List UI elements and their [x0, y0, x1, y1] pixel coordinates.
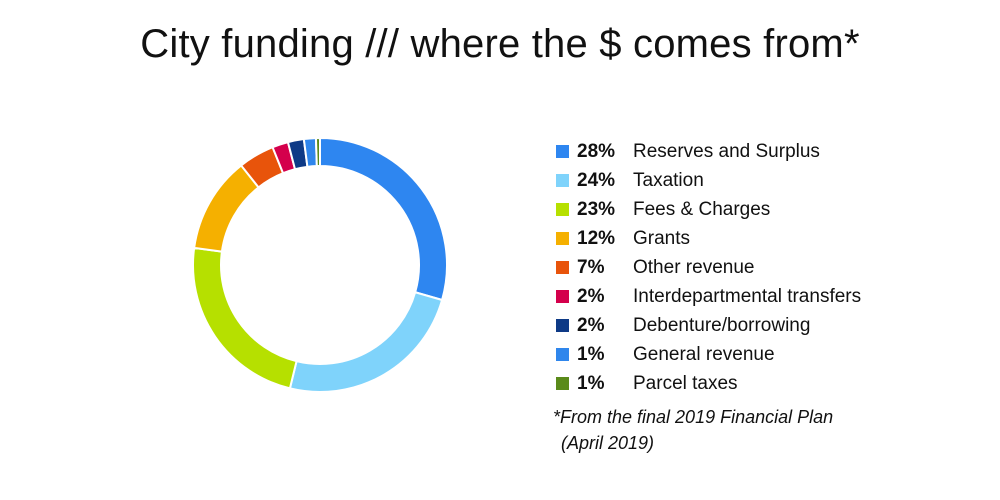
legend-percent: 23%	[577, 199, 616, 220]
legend-label: Other revenue	[633, 257, 755, 278]
legend-item: 2% Interdepartmental transfers	[556, 282, 861, 311]
legend-percent: 12%	[577, 228, 616, 249]
legend-swatch	[556, 203, 569, 216]
chart-title: City funding /// where the $ comes from*	[140, 22, 860, 66]
legend-percent: 28%	[577, 141, 616, 162]
donut-slice-taxation	[288, 291, 444, 393]
donut-slice-grants	[193, 164, 260, 253]
donut-slice-parcel-taxes	[314, 136, 321, 168]
chart-legend: 28% Reserves and Surplus 24% Taxation 23% Fee…	[556, 137, 861, 398]
footnote: *From the final 2019 Financial Plan (Apr…	[553, 404, 833, 456]
legend-label: Fees & Charges	[633, 199, 771, 220]
legend-item: 28% Reserves and Surplus	[556, 137, 861, 166]
legend-item: 12% Grants	[556, 224, 861, 253]
legend-label: Taxation	[633, 170, 704, 191]
legend-percent: 24%	[577, 170, 616, 191]
legend-swatch	[556, 232, 569, 245]
legend-percent: 2%	[577, 286, 605, 307]
legend-swatch	[556, 174, 569, 187]
legend-label: Interdepartmental transfers	[633, 286, 862, 307]
legend-label: Parcel taxes	[633, 373, 738, 394]
legend-item: 1% Parcel taxes	[556, 369, 861, 398]
legend-swatch	[556, 319, 569, 332]
legend-percent: 1%	[577, 344, 605, 365]
donut-slice-fees-charges	[192, 246, 298, 390]
legend-percent: 2%	[577, 315, 605, 336]
legend-swatch	[556, 348, 569, 361]
footnote-line-2: (April 2019)	[561, 433, 655, 453]
legend-swatch	[556, 290, 569, 303]
legend-item: 1% General revenue	[556, 340, 861, 369]
legend-item: 24% Taxation	[556, 166, 861, 195]
legend-label: General revenue	[633, 344, 775, 365]
legend-percent: 1%	[577, 373, 605, 394]
legend-label: Reserves and Surplus	[633, 141, 820, 162]
legend-swatch	[556, 145, 569, 158]
legend-swatch	[556, 261, 569, 274]
footnote-line-1: *From the final 2019 Financial Plan	[553, 407, 834, 427]
donut-chart	[192, 136, 448, 393]
legend-item: 23% Fees & Charges	[556, 195, 861, 224]
legend-label: Grants	[633, 228, 691, 249]
legend-item: 2% Debenture/borrowing	[556, 311, 861, 340]
legend-item: 7% Other revenue	[556, 253, 861, 282]
legend-swatch	[556, 377, 569, 390]
donut-slice-reserves-and-surplus	[319, 136, 448, 302]
legend-percent: 7%	[577, 257, 605, 278]
legend-label: Debenture/borrowing	[633, 315, 811, 336]
